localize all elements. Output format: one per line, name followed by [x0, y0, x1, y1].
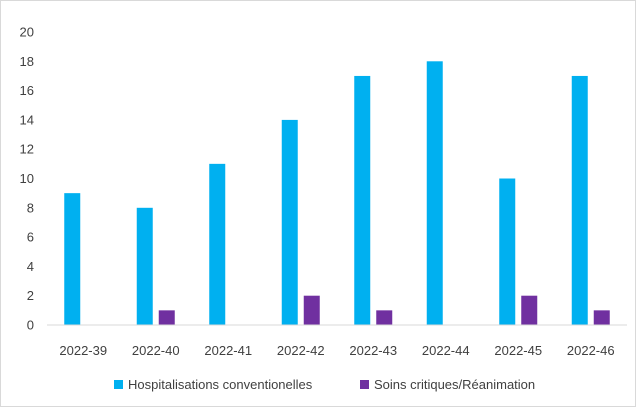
legend: Hospitalisations conventionelles Soins cr… — [114, 377, 535, 392]
x-axis: 2022-39 2022-40 2022-41 2022-42 2022-43 2022-… — [59, 343, 614, 358]
bar-soins-critiques — [158, 310, 175, 325]
bar-hospitalisations — [136, 207, 153, 325]
y-tick-label: 0 — [27, 318, 34, 333]
y-tick-label: 14 — [20, 112, 34, 127]
bar-soins-critiques — [303, 295, 320, 325]
bar-hospitalisations — [426, 61, 443, 326]
bar-hospitalisations — [354, 75, 371, 325]
y-axis: 0 2 4 6 8 10 12 14 16 18 20 — [20, 25, 34, 333]
bar-hospitalisations — [64, 193, 81, 325]
bar-hospitalisations — [281, 119, 298, 326]
y-tick-label: 16 — [20, 83, 34, 98]
x-tick-label: 2022-41 — [204, 343, 252, 358]
y-tick-label: 6 — [27, 230, 34, 245]
x-tick-label: 2022-44 — [422, 343, 470, 358]
y-tick-label: 18 — [20, 54, 34, 69]
y-tick-label: 2 — [27, 288, 34, 303]
x-tick-label: 2022-46 — [567, 343, 615, 358]
x-tick-label: 2022-42 — [277, 343, 325, 358]
bar-soins-critiques — [521, 295, 538, 325]
y-tick-label: 4 — [27, 259, 34, 274]
bar-hospitalisations — [571, 75, 588, 325]
legend-label-hospitalisations: Hospitalisations conventionelles — [128, 377, 313, 392]
bar-soins-critiques — [593, 310, 610, 325]
x-tick-label: 2022-45 — [494, 343, 542, 358]
x-tick-label: 2022-39 — [59, 343, 107, 358]
y-tick-label: 8 — [27, 200, 34, 215]
x-tick-label: 2022-40 — [132, 343, 180, 358]
bars — [64, 61, 610, 326]
bar-soins-critiques — [376, 310, 393, 325]
x-tick-label: 2022-43 — [349, 343, 397, 358]
legend-swatch-hospitalisations — [114, 380, 123, 389]
legend-label-soins-critiques: Soins critiques/Réanimation — [374, 377, 535, 392]
y-tick-label: 12 — [20, 142, 34, 157]
y-tick-label: 10 — [20, 171, 34, 186]
y-tick-label: 20 — [20, 25, 34, 40]
bar-hospitalisations — [499, 178, 516, 325]
bar-hospitalisations — [209, 163, 226, 325]
legend-swatch-soins-critiques — [360, 380, 369, 389]
